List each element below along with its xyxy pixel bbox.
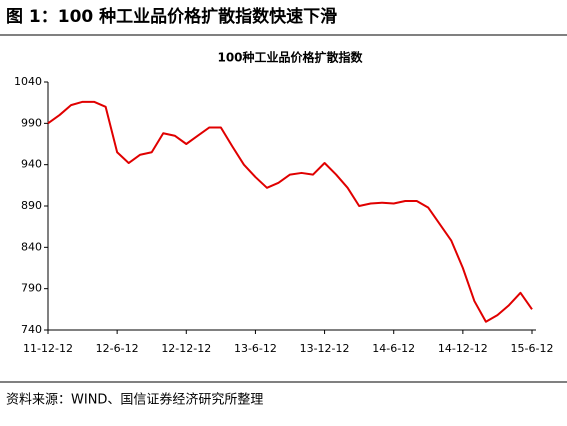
- chart-title: 100种工业品价格扩散指数: [217, 50, 363, 65]
- y-tick-label: 890: [21, 199, 42, 212]
- x-tick-label: 12-6-12: [96, 342, 139, 355]
- y-tick-label: 740: [21, 323, 42, 336]
- x-tick-label: 11-12-12: [23, 342, 73, 355]
- x-tick-label: 14-6-12: [372, 342, 415, 355]
- x-tick-label: 13-6-12: [234, 342, 277, 355]
- x-tick-label: 12-12-12: [161, 342, 211, 355]
- figure-title: 图 1：100 种工业品价格扩散指数快速下滑: [6, 6, 337, 27]
- source-note: 资料来源：WIND、国信证券经济研究所整理: [6, 392, 263, 408]
- y-tick-label: 790: [21, 282, 42, 295]
- y-tick-label: 940: [21, 158, 42, 171]
- x-tick-label: 14-12-12: [438, 342, 488, 355]
- y-tick-label: 840: [21, 240, 42, 253]
- y-tick-label: 1040: [14, 75, 42, 88]
- x-tick-label: 15-6-12: [511, 342, 554, 355]
- data-line: [47, 100, 533, 323]
- y-tick-label: 990: [21, 116, 42, 129]
- x-tick-label: 13-12-12: [300, 342, 350, 355]
